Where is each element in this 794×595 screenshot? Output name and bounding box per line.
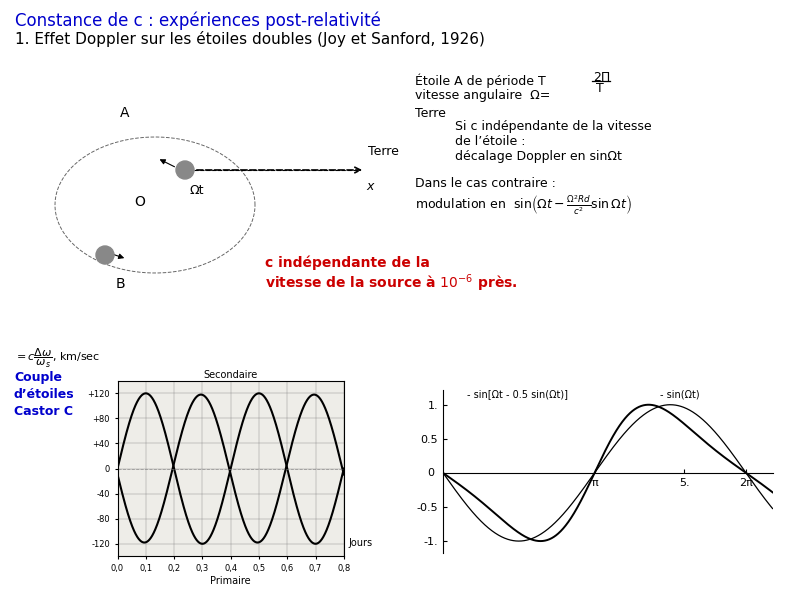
Text: Si c indépendante de la vitesse: Si c indépendante de la vitesse bbox=[455, 120, 652, 133]
Text: B: B bbox=[115, 277, 125, 291]
Text: modulation en  $\sin\!\left(\Omega t - \frac{\Omega^2 Rd}{c^2}\sin\Omega t\right: modulation en $\sin\!\left(\Omega t - \f… bbox=[415, 193, 632, 217]
Text: 2Π: 2Π bbox=[593, 71, 611, 84]
Text: vitesse de la source à $10^{-6}$ près.: vitesse de la source à $10^{-6}$ près. bbox=[265, 272, 518, 293]
Text: vitesse angulaire  Ω=: vitesse angulaire Ω= bbox=[415, 89, 550, 102]
Text: Jours: Jours bbox=[349, 538, 373, 549]
X-axis label: Primaire: Primaire bbox=[210, 576, 251, 585]
Text: A: A bbox=[120, 106, 129, 120]
Text: - sin(Ωt): - sin(Ωt) bbox=[660, 389, 700, 399]
Text: Terre: Terre bbox=[415, 107, 446, 120]
Text: 1. Effet Doppler sur les étoiles doubles (Joy et Sanford, 1926): 1. Effet Doppler sur les étoiles doubles… bbox=[15, 31, 485, 47]
Text: Étoile A de période T: Étoile A de période T bbox=[415, 73, 545, 87]
Text: O: O bbox=[134, 195, 145, 209]
Circle shape bbox=[96, 246, 114, 264]
Text: Constance de c : expériences post-relativité: Constance de c : expériences post-relati… bbox=[15, 12, 381, 30]
Text: Dans le cas contraire :: Dans le cas contraire : bbox=[415, 177, 556, 190]
Text: Terre: Terre bbox=[368, 145, 399, 158]
Text: x: x bbox=[366, 180, 374, 193]
Text: - sin[Ωt - 0.5 sin(Ωt)]: - sin[Ωt - 0.5 sin(Ωt)] bbox=[467, 389, 569, 399]
Text: c indépendante de la: c indépendante de la bbox=[265, 255, 430, 270]
Circle shape bbox=[176, 161, 194, 179]
Text: 0: 0 bbox=[427, 468, 434, 478]
Text: $= c\dfrac{\Delta\omega}{\omega_s}$, km/sec: $= c\dfrac{\Delta\omega}{\omega_s}$, km/… bbox=[14, 347, 100, 370]
Text: Ωt: Ωt bbox=[190, 183, 205, 196]
Text: de l’étoile :: de l’étoile : bbox=[455, 135, 526, 148]
Text: Couple
d’étoiles
Castor C: Couple d’étoiles Castor C bbox=[14, 371, 75, 418]
Text: T: T bbox=[596, 82, 603, 95]
Title: Secondaire: Secondaire bbox=[203, 370, 258, 380]
Text: décalage Doppler en sinΩt: décalage Doppler en sinΩt bbox=[455, 150, 622, 163]
